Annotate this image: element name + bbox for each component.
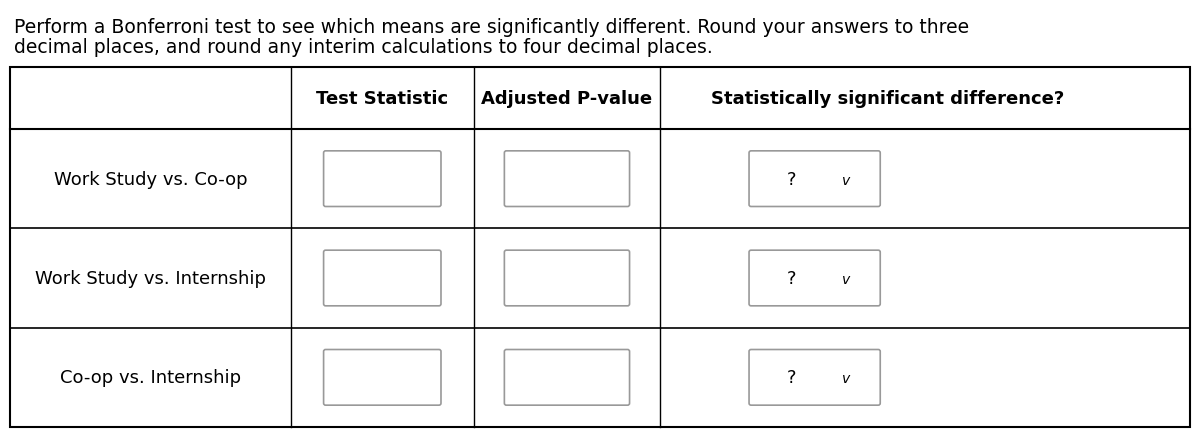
Text: v: v: [842, 272, 851, 286]
FancyBboxPatch shape: [504, 251, 630, 306]
FancyBboxPatch shape: [324, 251, 440, 306]
Text: Adjusted P-value: Adjusted P-value: [481, 90, 653, 108]
FancyBboxPatch shape: [749, 151, 881, 207]
Text: ?: ?: [787, 170, 797, 188]
Text: Statistically significant difference?: Statistically significant difference?: [710, 90, 1064, 108]
Text: v: v: [842, 372, 851, 385]
Text: Test Statistic: Test Statistic: [317, 90, 449, 108]
Text: ?: ?: [787, 269, 797, 287]
FancyBboxPatch shape: [504, 350, 630, 405]
Text: v: v: [842, 173, 851, 187]
Text: Work Study vs. Co-op: Work Study vs. Co-op: [54, 170, 247, 188]
FancyBboxPatch shape: [749, 350, 881, 405]
Bar: [10, 68, 1190, 427]
Text: Perform a Bonferroni test to see which means are significantly different. Round : Perform a Bonferroni test to see which m…: [14, 18, 970, 37]
FancyBboxPatch shape: [504, 151, 630, 207]
Text: decimal places, and round any interim calculations to four decimal places.: decimal places, and round any interim ca…: [14, 38, 713, 57]
Text: Co-op vs. Internship: Co-op vs. Internship: [60, 369, 241, 387]
Text: ?: ?: [787, 369, 797, 387]
FancyBboxPatch shape: [324, 151, 440, 207]
FancyBboxPatch shape: [324, 350, 440, 405]
Text: Work Study vs. Internship: Work Study vs. Internship: [35, 269, 266, 287]
FancyBboxPatch shape: [749, 251, 881, 306]
